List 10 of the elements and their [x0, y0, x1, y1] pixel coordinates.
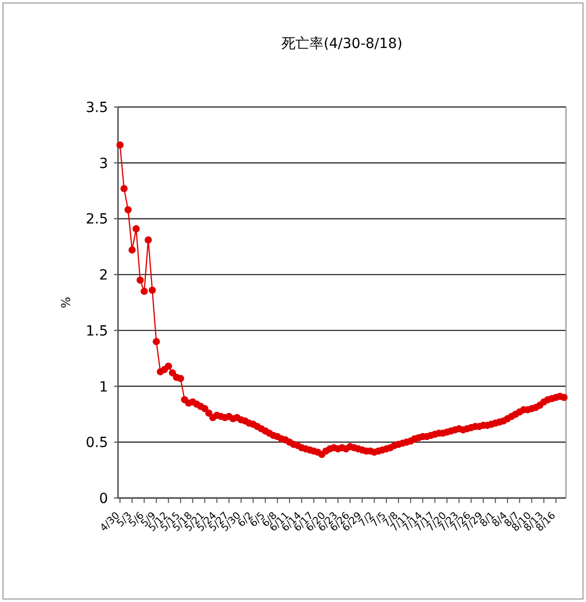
y-tick-label: 0.5 [86, 435, 108, 452]
chart-title: 死亡率(4/30-8/18) [282, 36, 402, 52]
y-tick-label: 1 [99, 379, 108, 396]
y-axis-title: % [59, 296, 73, 308]
y-tick-label: 2.5 [86, 212, 108, 228]
y-tick-label: 3 [99, 156, 108, 172]
y-tick-label: 2 [99, 268, 108, 284]
y-tick-label: 0 [99, 491, 108, 507]
y-tick-label: 3.5 [86, 100, 108, 116]
y-tick-label: 1.5 [86, 323, 108, 340]
